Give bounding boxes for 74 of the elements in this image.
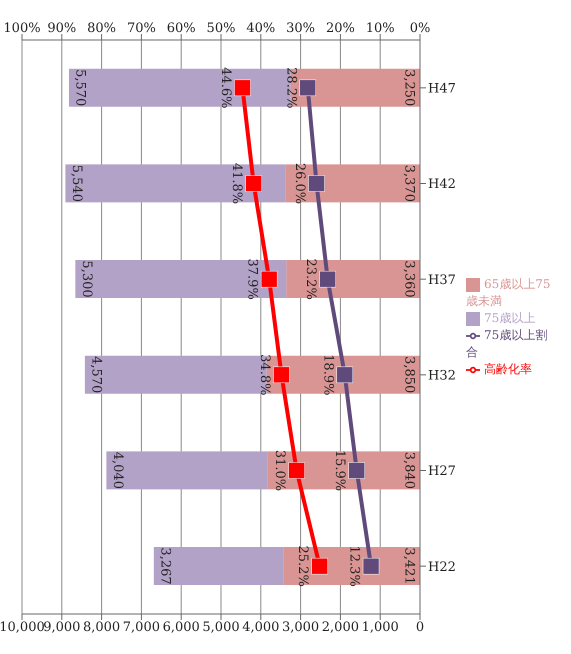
point [234,80,251,96]
x2-tick-label: 40% [246,21,276,36]
data-label: 28.2% [283,67,298,108]
data-label: 18.9% [320,354,336,396]
x-tick-label: 7,000 [122,620,160,636]
data-label: 23.2% [303,258,318,300]
data-label: 15.9% [332,450,348,492]
point [308,175,325,192]
x-tick-label: 3,000 [282,620,320,636]
point [300,80,316,96]
point [362,558,380,574]
data-label: 37.9% [244,258,260,300]
x-tick-label: 2,000 [322,620,360,636]
bar [75,260,286,298]
data-label: 25.2% [295,546,310,587]
point [348,462,365,479]
x2-tick-label: 90% [47,21,76,36]
data-label: 3,360 [402,260,416,298]
data-label: 44.6% [218,67,233,108]
bar [286,260,420,298]
data-label: 5,570 [72,69,88,106]
data-label: 34.8% [256,354,272,396]
data-label: 12.3% [346,546,362,587]
legend-label: 65歳以上75歳未満 [466,277,551,308]
bar [154,547,284,586]
y-tick-label: H42 [428,177,456,192]
data-label: 5,540 [68,164,84,202]
legend-label: 75歳以上割合 [466,328,548,359]
data-label: 4,570 [88,356,104,394]
point [336,366,354,384]
x-tick-label: 0 [416,620,424,636]
point [288,462,305,479]
x-tick-label: 9,000 [43,620,80,636]
x2-tick-label: 0% [410,21,430,36]
y-tick-label: H22 [428,560,456,575]
y-tick-label: H37 [428,272,456,288]
point [311,558,328,574]
data-label: 3,250 [402,69,416,106]
x2-tick-label: 100% [3,21,41,36]
data-label: 3,267 [157,547,172,585]
x-tick-label: 10,000 [0,620,45,636]
y-tick-label: H47 [428,81,456,96]
data-label: 3,421 [402,547,416,585]
data-label: 3,840 [402,452,416,489]
data-label: 31.0% [272,450,288,492]
y-tick-label: H32 [428,368,456,384]
x2-tick-label: 80% [87,21,116,36]
x2-tick-label: 70% [126,21,156,36]
data-label: 3,370 [402,164,416,202]
data-label: 4,040 [110,452,125,489]
bar [286,164,420,202]
x2-tick-label: 30% [286,21,316,36]
x-tick-label: 6,000 [162,620,200,636]
legend-label: 高齢化率 [484,362,532,376]
bar [65,164,286,202]
point [273,366,290,384]
x-tick-label: 1,000 [362,620,399,636]
legend-label: 75歳以上 [484,311,536,325]
x2-tick-label: 60% [166,21,196,36]
data-label: 3,850 [402,356,416,394]
x2-tick-label: 50% [206,21,236,36]
x2-tick-label: 20% [326,21,355,36]
y-tick-label: H27 [428,464,456,480]
data-label: 41.8% [229,162,244,204]
x2-tick-label: 10% [366,21,395,36]
point [245,175,262,192]
x-tick-label: 4,000 [242,620,280,636]
point [319,270,336,288]
x-tick-label: 8,000 [82,620,120,636]
data-label: 5,300 [78,260,94,298]
point [260,270,278,288]
x-tick-label: 5,000 [202,620,240,636]
bar [106,451,268,490]
data-label: 26.0% [292,162,308,204]
